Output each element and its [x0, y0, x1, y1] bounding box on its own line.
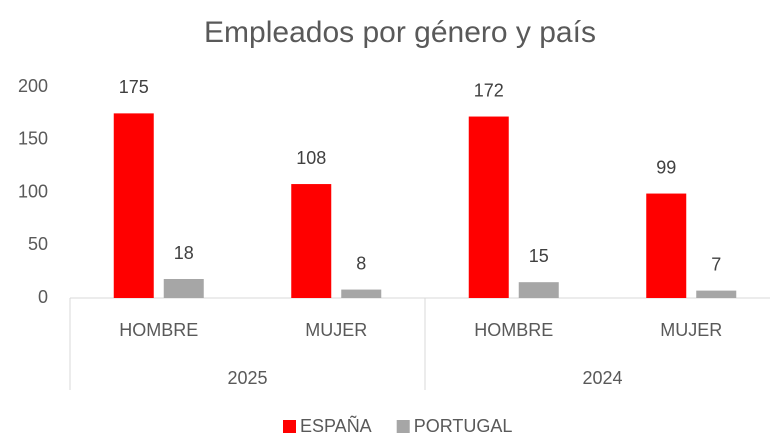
- value-label: 15: [529, 246, 549, 266]
- group-label: 2025: [227, 368, 267, 388]
- bar: [163, 279, 204, 298]
- x-tick-label: MUJER: [660, 320, 722, 340]
- legend-label: PORTUGAL: [414, 416, 513, 435]
- bar: [341, 289, 382, 298]
- y-tick-label: 100: [18, 181, 48, 201]
- legend-swatch: [396, 420, 410, 433]
- y-tick-label: 150: [18, 129, 48, 149]
- value-label: 99: [656, 157, 676, 177]
- value-label: 7: [711, 254, 721, 274]
- bar: [113, 113, 154, 298]
- value-label: 172: [474, 80, 504, 100]
- value-label: 175: [119, 77, 149, 97]
- bar: [646, 193, 687, 298]
- x-tick-label: MUJER: [305, 320, 367, 340]
- value-label: 108: [296, 148, 326, 168]
- y-tick-label: 200: [18, 76, 48, 96]
- value-label: 18: [174, 243, 194, 263]
- legend-label: ESPAÑA: [300, 415, 372, 435]
- y-tick-label: 50: [28, 234, 48, 254]
- y-tick-label: 0: [38, 287, 48, 307]
- chart-title: Empleados por género y país: [204, 16, 596, 49]
- x-tick-label: HOMBRE: [474, 320, 553, 340]
- group-label: 2024: [582, 368, 622, 388]
- bar: [696, 290, 737, 298]
- bar: [291, 184, 332, 298]
- legend-swatch: [283, 420, 296, 433]
- x-tick-label: HOMBRE: [119, 320, 198, 340]
- value-label: 8: [356, 253, 366, 273]
- bar: [468, 116, 509, 298]
- bar: [518, 282, 559, 298]
